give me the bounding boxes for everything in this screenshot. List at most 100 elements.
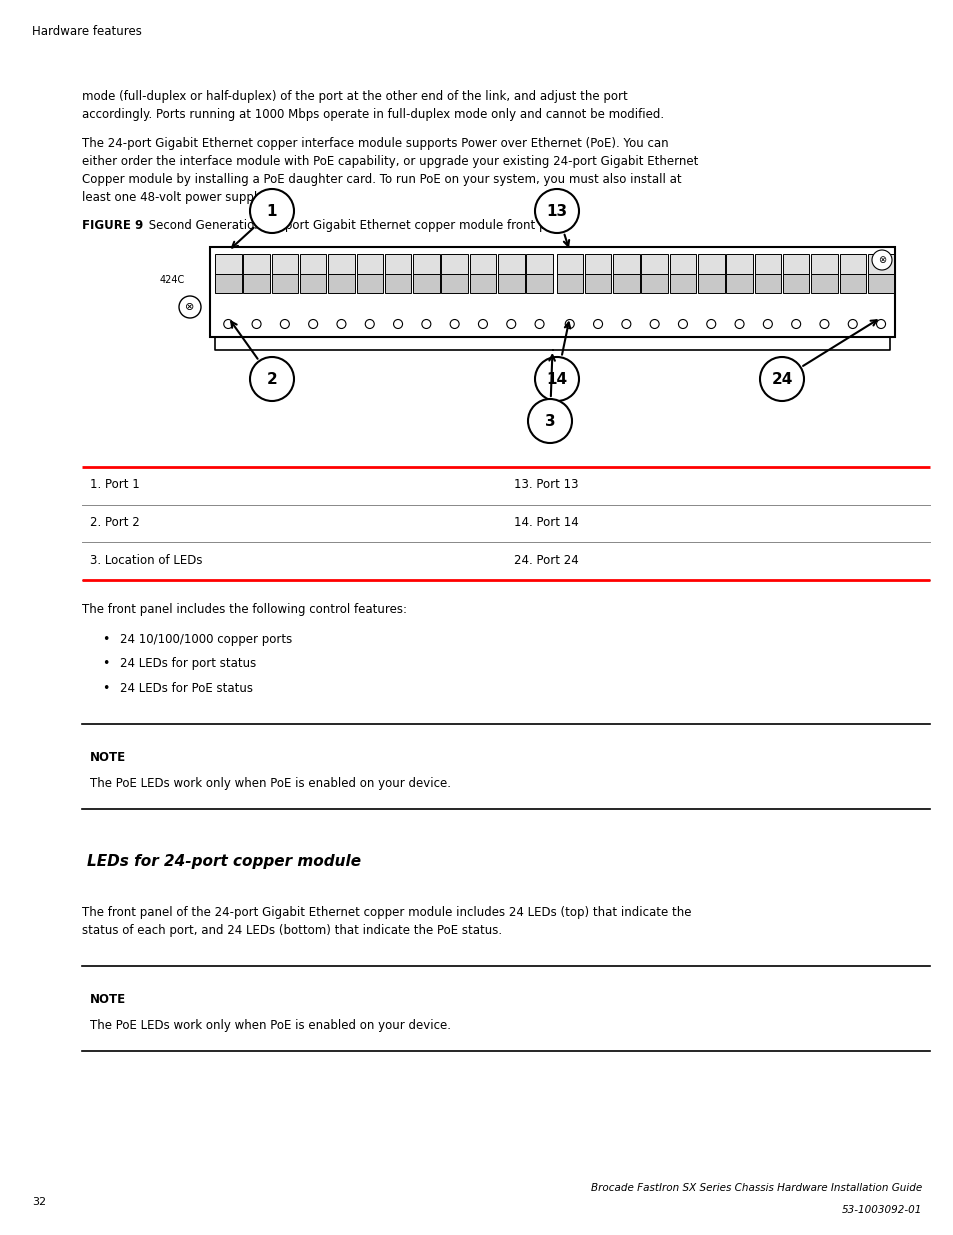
Text: 2: 2 bbox=[266, 372, 277, 387]
Circle shape bbox=[179, 296, 201, 317]
Circle shape bbox=[819, 320, 828, 329]
Circle shape bbox=[649, 320, 659, 329]
Text: 24 LEDs for port status: 24 LEDs for port status bbox=[120, 657, 256, 671]
Text: NOTE: NOTE bbox=[90, 993, 126, 1005]
Bar bbox=[497, 274, 524, 293]
Bar bbox=[725, 254, 752, 274]
Bar bbox=[754, 254, 781, 274]
Bar bbox=[725, 274, 752, 293]
Text: 24 10/100/1000 copper ports: 24 10/100/1000 copper ports bbox=[120, 634, 292, 646]
Text: NOTE: NOTE bbox=[90, 751, 126, 763]
Text: •: • bbox=[102, 682, 110, 694]
Text: 53-1003092-01: 53-1003092-01 bbox=[841, 1205, 921, 1215]
Text: The front panel includes the following control features:: The front panel includes the following c… bbox=[82, 604, 407, 616]
Circle shape bbox=[478, 320, 487, 329]
Bar bbox=[356, 254, 382, 274]
Bar bbox=[613, 274, 639, 293]
Bar bbox=[526, 254, 552, 274]
Circle shape bbox=[421, 320, 431, 329]
Circle shape bbox=[527, 399, 572, 443]
Bar bbox=[441, 274, 467, 293]
Bar bbox=[214, 254, 241, 274]
Bar bbox=[441, 254, 467, 274]
Text: 14. Port 14: 14. Port 14 bbox=[514, 516, 578, 529]
Circle shape bbox=[678, 320, 687, 329]
Bar bbox=[210, 247, 894, 337]
Circle shape bbox=[224, 320, 233, 329]
Text: 1: 1 bbox=[267, 204, 277, 219]
Circle shape bbox=[876, 320, 884, 329]
Bar bbox=[640, 274, 667, 293]
Bar bbox=[810, 254, 837, 274]
Text: 32: 32 bbox=[32, 1197, 46, 1207]
Circle shape bbox=[336, 320, 346, 329]
Circle shape bbox=[762, 320, 772, 329]
Text: The PoE LEDs work only when PoE is enabled on your device.: The PoE LEDs work only when PoE is enabl… bbox=[90, 777, 451, 789]
Bar bbox=[640, 254, 667, 274]
Text: Brocade FastIron SX Series Chassis Hardware Installation Guide: Brocade FastIron SX Series Chassis Hardw… bbox=[590, 1183, 921, 1193]
Text: The PoE LEDs work only when PoE is enabled on your device.: The PoE LEDs work only when PoE is enabl… bbox=[90, 1019, 451, 1031]
Text: 13. Port 13: 13. Port 13 bbox=[514, 478, 578, 492]
Text: 424C: 424C bbox=[159, 275, 185, 285]
Text: 3. Location of LEDs: 3. Location of LEDs bbox=[90, 553, 202, 567]
Text: The front panel of the 24-port Gigabit Ethernet copper module includes 24 LEDs (: The front panel of the 24-port Gigabit E… bbox=[82, 905, 691, 936]
Text: 24 LEDs for PoE status: 24 LEDs for PoE status bbox=[120, 682, 253, 694]
Bar bbox=[810, 274, 837, 293]
Text: The 24-port Gigabit Ethernet copper interface module supports Power over Etherne: The 24-port Gigabit Ethernet copper inte… bbox=[82, 137, 698, 204]
Circle shape bbox=[847, 320, 857, 329]
Circle shape bbox=[565, 320, 574, 329]
Text: ⊗: ⊗ bbox=[185, 303, 194, 312]
Circle shape bbox=[506, 320, 516, 329]
Circle shape bbox=[593, 320, 602, 329]
Text: 24. Port 24: 24. Port 24 bbox=[514, 553, 578, 567]
Bar bbox=[356, 274, 382, 293]
Text: 1. Port 1: 1. Port 1 bbox=[90, 478, 139, 492]
Circle shape bbox=[450, 320, 458, 329]
Bar bbox=[613, 254, 639, 274]
Bar bbox=[556, 274, 582, 293]
Circle shape bbox=[250, 189, 294, 233]
Bar bbox=[698, 274, 723, 293]
Text: •: • bbox=[102, 634, 110, 646]
Bar bbox=[867, 274, 893, 293]
Bar bbox=[272, 254, 297, 274]
Bar bbox=[413, 254, 439, 274]
Text: Hardware features: Hardware features bbox=[32, 25, 142, 38]
Bar bbox=[584, 254, 611, 274]
Bar bbox=[556, 254, 582, 274]
Bar bbox=[584, 274, 611, 293]
Circle shape bbox=[535, 320, 543, 329]
Bar bbox=[669, 254, 696, 274]
Bar bbox=[384, 274, 411, 293]
Bar bbox=[469, 254, 496, 274]
Circle shape bbox=[621, 320, 630, 329]
Bar bbox=[469, 274, 496, 293]
Text: LEDs for 24-port copper module: LEDs for 24-port copper module bbox=[87, 853, 361, 868]
Bar bbox=[214, 274, 241, 293]
Text: 24: 24 bbox=[771, 372, 792, 387]
Bar bbox=[754, 274, 781, 293]
Text: •: • bbox=[102, 657, 110, 671]
Bar bbox=[243, 274, 270, 293]
Circle shape bbox=[250, 357, 294, 401]
Circle shape bbox=[252, 320, 261, 329]
Bar bbox=[698, 254, 723, 274]
Bar bbox=[669, 274, 696, 293]
Bar bbox=[328, 274, 355, 293]
Circle shape bbox=[706, 320, 715, 329]
Text: 2. Port 2: 2. Port 2 bbox=[90, 516, 139, 529]
Text: Second Generation 24-port Gigabit Ethernet copper module front panel: Second Generation 24-port Gigabit Ethern… bbox=[145, 219, 571, 232]
Bar bbox=[413, 274, 439, 293]
Bar bbox=[782, 274, 808, 293]
Bar bbox=[526, 274, 552, 293]
Bar bbox=[299, 274, 326, 293]
Circle shape bbox=[734, 320, 743, 329]
Circle shape bbox=[791, 320, 800, 329]
Bar bbox=[299, 254, 326, 274]
Bar bbox=[272, 274, 297, 293]
Bar bbox=[839, 274, 865, 293]
Bar bbox=[497, 254, 524, 274]
Circle shape bbox=[394, 320, 402, 329]
Bar bbox=[782, 254, 808, 274]
Bar bbox=[867, 254, 893, 274]
